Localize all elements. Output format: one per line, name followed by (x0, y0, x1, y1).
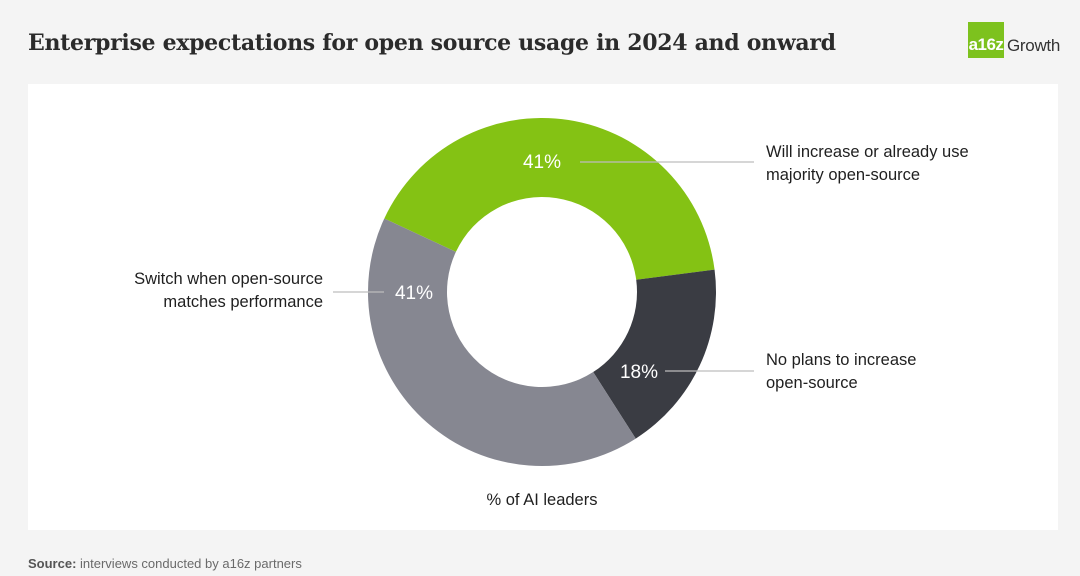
chart-card: 41% Will increase or already use majority … (28, 84, 1058, 530)
slice-category-label-line: open-source (766, 374, 858, 392)
donut-chart: 41% Will increase or already use majority … (134, 117, 969, 509)
donut-slice-2 (593, 269, 716, 439)
donut-slice-1 (384, 117, 715, 280)
slice-category-label-1: Will increase or already use majority ope… (766, 143, 969, 184)
slice-value-label-1: 41% (523, 152, 561, 173)
slice-category-label-3: Switch when open-source matches performan… (134, 270, 323, 311)
slice-category-label-line: Will increase or already use (766, 143, 969, 161)
a16z-growth-logo: a16z Growth (968, 22, 1060, 58)
slice-value-label-2: 18% (620, 362, 658, 383)
slice-category-label-line: No plans to increase (766, 351, 916, 369)
donut-slice-3 (368, 218, 636, 466)
source-text: interviews conducted by a16z partners (76, 556, 302, 571)
slice-category-label-line: matches performance (163, 293, 323, 311)
logo-text: Growth (1007, 36, 1060, 55)
slice-category-label-2: No plans to increase open-source (766, 351, 916, 392)
logo-mark: a16z (968, 22, 1004, 58)
slice-category-label-line: Switch when open-source (134, 270, 323, 288)
chart-caption: % of AI leaders (487, 491, 598, 509)
page-title: Enterprise expectations for open source … (28, 30, 836, 56)
source-note: Source: interviews conducted by a16z par… (28, 556, 302, 571)
slice-value-label-3: 41% (395, 283, 433, 304)
slice-category-label-line: majority open-source (766, 166, 920, 184)
source-label: Source: (28, 556, 77, 571)
